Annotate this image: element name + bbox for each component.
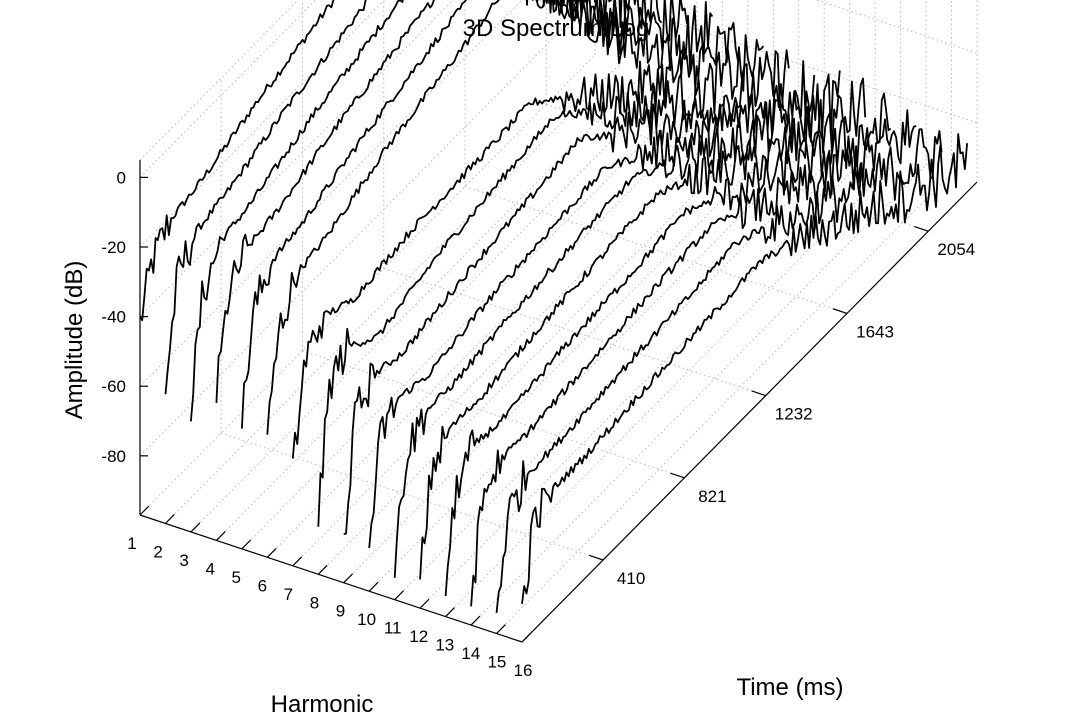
time-tick-mark <box>832 308 848 314</box>
harmonic-10-trace <box>368 60 816 548</box>
harmonic-tick-label: 4 <box>205 559 214 578</box>
time-tick-mark <box>588 554 604 561</box>
harmonic-9-trace <box>343 49 790 535</box>
harmonic-tick-label: 5 <box>232 568 241 587</box>
harmonic-tick-mark <box>190 522 201 533</box>
x-axis-label: Harmonic <box>271 691 374 718</box>
harmonic-tick-label: 10 <box>357 610 376 629</box>
z-axis-label: Amplitude (dB) <box>61 261 88 420</box>
harmonic-7-trace <box>291 21 739 459</box>
harmonic-3-trace <box>190 0 627 422</box>
harmonic-tick-label: 13 <box>435 636 454 655</box>
harmonic-tick-mark <box>419 598 430 609</box>
harmonic-tick-label: 6 <box>258 576 267 595</box>
time-tick-label: 2054 <box>937 240 975 259</box>
floor-grid-harmonic-line <box>445 156 901 617</box>
harmonic-tick-mark <box>241 539 252 550</box>
amplitude-tick-label: 0 <box>117 168 126 187</box>
amplitude-tick-label: -40 <box>101 308 126 327</box>
time-tick-label: 1643 <box>856 322 894 341</box>
time-tick-label: 821 <box>698 487 726 506</box>
harmonic-14-trace <box>470 109 917 607</box>
harmonic-tick-mark <box>521 632 532 643</box>
harmonic-tick-mark <box>139 505 150 516</box>
harmonic-4-trace <box>215 0 663 403</box>
harmonic-tick-label: 14 <box>461 644 480 663</box>
harmonic-tick-mark <box>343 573 354 584</box>
amplitude-tick-label: -20 <box>101 238 126 257</box>
harmonic-tick-mark <box>317 564 328 575</box>
harmonic-tick-mark <box>445 607 455 618</box>
amplitude-tick-label: -60 <box>101 377 126 396</box>
harmonic-tick-label: 12 <box>409 627 428 646</box>
harmonic-tick-mark <box>292 556 303 567</box>
floor-grid-time-line <box>302 350 685 479</box>
harmonic-tick-label: 11 <box>384 619 402 638</box>
harmonic-tick-label: 9 <box>336 602 345 621</box>
harmonic-tick-label: 15 <box>487 653 506 672</box>
harmonic-tick-label: 7 <box>284 585 293 604</box>
harmonic-tick-label: 2 <box>153 542 162 561</box>
time-tick-mark <box>751 390 766 397</box>
harmonic-tick-label: 16 <box>514 661 533 680</box>
trace-layer <box>139 0 968 613</box>
axis-layer <box>139 160 978 643</box>
y-axis-label: Time (ms) <box>736 674 843 701</box>
harmonic-tick-label: 3 <box>179 551 188 570</box>
time-tick-mark <box>914 225 929 232</box>
harmonic-16-trace <box>521 133 968 604</box>
harmonic-5-trace <box>241 0 688 429</box>
time-tick-mark <box>670 472 685 479</box>
tick-layer: 0-20-40-60-801 2 3 4 5 6 7 8 9 10 11 12 13 14 15 164108… <box>101 168 975 680</box>
time-tick-label: 410 <box>617 569 645 588</box>
floor-grid-harmonic-line <box>496 173 952 634</box>
harmonic-tick-mark <box>394 590 404 601</box>
harmonic-axis-line <box>139 514 523 643</box>
harmonic-tick-mark <box>266 547 277 558</box>
harmonic-11-trace <box>393 70 841 578</box>
floor-grid-harmonic-line <box>241 88 698 550</box>
floor-grid-harmonic-line <box>470 164 927 626</box>
floor-grid-harmonic-line <box>292 105 749 567</box>
floor-grid-harmonic-line <box>266 96 723 558</box>
harmonic-12-trace <box>419 77 867 580</box>
harmonic-2-trace <box>164 0 599 395</box>
amplitude-tick-label: -80 <box>101 447 126 466</box>
harmonic-tick-mark <box>215 530 226 541</box>
harmonic-tick-mark <box>165 514 175 524</box>
harmonic-13-trace <box>444 92 892 597</box>
harmonic-tick-label: 1 <box>127 534 136 553</box>
harmonic-tick-mark <box>496 624 506 634</box>
floor-grid-harmonic-line <box>419 147 876 609</box>
harmonic-tick-mark <box>470 615 481 626</box>
back-wall-grid-amplitude-line <box>139 0 592 457</box>
time-axis-line <box>521 181 978 643</box>
harmonic-tick-mark <box>368 581 379 592</box>
harmonic-6-trace <box>266 0 714 435</box>
chart-title: 3D Spectrum Log <box>463 15 650 42</box>
harmonic-15-trace <box>495 128 943 613</box>
floor-grid-harmonic-line <box>216 80 672 541</box>
time-tick-label: 1232 <box>775 405 813 424</box>
harmonic-1-trace <box>139 0 335 322</box>
harmonic-tick-label: 8 <box>310 593 319 612</box>
floor-grid-harmonic-line <box>343 122 800 584</box>
